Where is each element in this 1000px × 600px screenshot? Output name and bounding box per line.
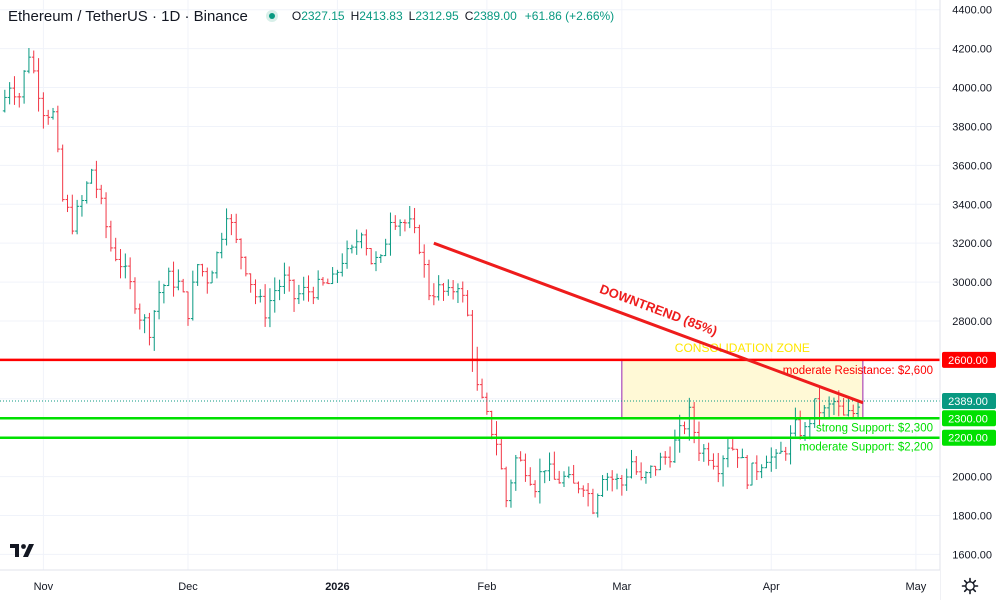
candle-series — [2, 48, 861, 518]
price-tick-label: 3800.00 — [952, 121, 992, 133]
market-status-icon — [265, 10, 278, 22]
price-axis[interactable]: 1600.001800.002000.002200.002400.002600.… — [939, 0, 1000, 600]
support-label: strong Support: $2,300 — [816, 422, 933, 434]
price-tick-label: 3600.00 — [952, 160, 992, 172]
time-tick-label: 2026 — [325, 581, 349, 593]
high-label: H — [350, 9, 360, 23]
time-axis-bg — [0, 570, 940, 600]
ohlc-readout: O2327.15 H2413.83 L2312.95 C2389.00 +61.… — [292, 9, 614, 23]
price-tag-label: 2389.00 — [948, 396, 988, 408]
price-tag-bg — [942, 429, 996, 446]
open-label: O — [291, 9, 302, 23]
price-tick-label: 4000.00 — [952, 83, 992, 95]
time-tick-label: Mar — [612, 581, 631, 593]
chart-grid — [0, 0, 940, 570]
chart-header: Ethereum / TetherUS · 1D · Binance O2327… — [0, 0, 614, 32]
price-tag-bg — [942, 392, 996, 409]
low-label: L — [408, 9, 416, 23]
time-tick-label: Apr — [763, 581, 780, 593]
time-tick-label: Nov — [34, 581, 54, 593]
time-tick-label: May — [906, 581, 927, 593]
open-value: 2327.15 — [301, 9, 345, 23]
high-value: 2413.83 — [359, 9, 403, 23]
change-value: +61.86 (+2.66%) — [524, 9, 615, 23]
support-label: moderate Support: $2,200 — [799, 442, 933, 454]
time-axis[interactable]: Nov Dec 2026 Feb Mar Apr May — [0, 569, 940, 600]
price-tick-label: 4400.00 — [952, 5, 992, 17]
close-label: C — [464, 9, 474, 23]
time-tick-label: Dec — [178, 581, 198, 593]
price-tag-bg — [942, 351, 996, 368]
price-tick-label: 3000.00 — [952, 277, 992, 289]
close-value: 2389.00 — [473, 9, 517, 23]
time-tick-label: Feb — [477, 581, 496, 593]
price-tick-label: 1800.00 — [952, 511, 992, 523]
price-tick-label: 1600.00 — [952, 549, 992, 561]
price-tick-label: 3400.00 — [952, 199, 992, 211]
settings-gear-icon[interactable] — [961, 577, 979, 595]
downtrend-line — [433, 241, 864, 405]
price-tag-bg — [942, 410, 996, 427]
price-axis-bg — [940, 0, 1000, 600]
price-tick-label: 2000.00 — [952, 472, 992, 484]
price-tag-label: 2200.00 — [948, 433, 988, 445]
price-tick-label: 4200.00 — [952, 44, 992, 56]
symbol-title[interactable]: Ethereum / TetherUS · 1D · Binance — [8, 7, 248, 25]
price-tag-label: 2300.00 — [948, 413, 988, 425]
resistance-label: moderate Resistance: $2,600 — [783, 365, 933, 377]
level-lines[interactable]: moderate Resistance: $2,600 strong Suppor… — [0, 358, 940, 454]
price-tick-label: 3200.00 — [952, 238, 992, 250]
low-value: 2312.95 — [415, 9, 459, 23]
price-tick-label: 2800.00 — [952, 316, 992, 328]
tradingview-logo-icon[interactable] — [10, 541, 38, 559]
consolidation-zone[interactable]: CONSOLIDATION ZONE — [621, 341, 864, 419]
price-tag-label: 2600.00 — [948, 355, 988, 367]
zone-label: CONSOLIDATION ZONE — [675, 341, 810, 355]
